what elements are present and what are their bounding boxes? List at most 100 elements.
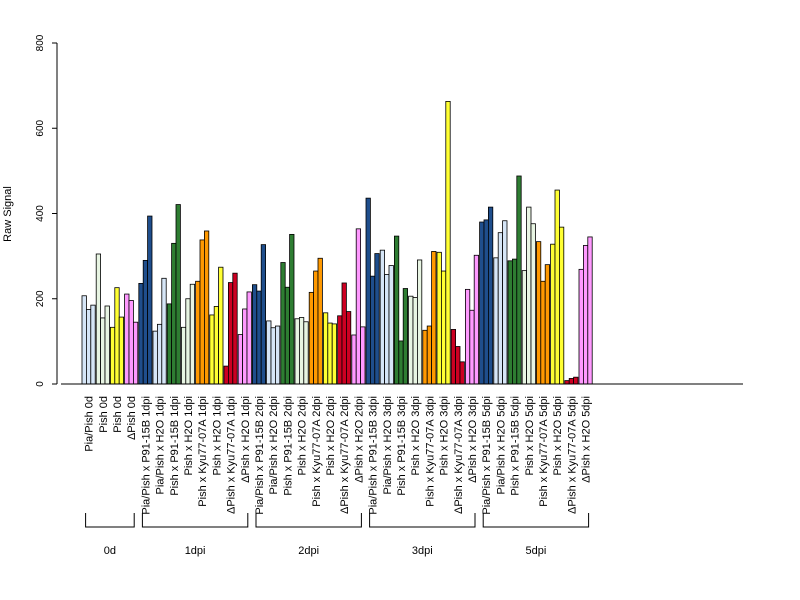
category-label: Pish x P91-15B 2dpi [282, 396, 294, 496]
bar [526, 206, 532, 385]
bar [516, 175, 522, 385]
category-label: Pish 0d [112, 396, 124, 433]
bar [393, 235, 400, 385]
bar [308, 291, 315, 385]
bar [180, 326, 187, 385]
bars [81, 101, 593, 385]
bar [232, 272, 238, 385]
category-label: Pish x H2O 2dpi [297, 396, 309, 475]
bar [369, 275, 376, 385]
category-label: Pia/Pish 0d [84, 396, 96, 452]
y-tick-label: 400 [35, 205, 46, 222]
bar [142, 259, 148, 385]
bar [313, 270, 319, 385]
bar [81, 295, 87, 385]
bar [303, 321, 309, 385]
bar [550, 243, 556, 385]
bar [431, 251, 437, 385]
category-label: Pish x P91-15B 5dpi [510, 396, 522, 496]
bar [166, 303, 172, 385]
bar [195, 280, 201, 385]
category-label: Pia/Pish x P91-15B 2dpi [254, 396, 266, 515]
bar [379, 249, 386, 385]
category-label: Pish x Kyu77-07A 3dpi [424, 396, 436, 507]
bar [218, 266, 224, 385]
bar [289, 233, 295, 385]
bar [284, 286, 291, 385]
bar [544, 264, 551, 385]
bar [171, 242, 177, 385]
bar [408, 295, 414, 385]
group-label: 3dpi [412, 545, 433, 557]
bar [132, 321, 139, 385]
category-label: ΔPish 0d [126, 396, 138, 440]
bar [583, 245, 589, 385]
bar [266, 320, 272, 385]
bar [331, 323, 338, 385]
bar [497, 232, 504, 385]
bar [90, 304, 96, 385]
y-axis-title: Raw Signal [2, 186, 14, 242]
bar [426, 325, 433, 385]
bar [440, 270, 447, 385]
bar [251, 284, 258, 385]
category-label: Pia/Pish x P91-15B 3dpi [368, 396, 380, 515]
category-label: ΔPish x Kyu77-07A 5dpi [566, 396, 578, 514]
bar [445, 101, 451, 385]
bar [559, 226, 565, 385]
bar [587, 236, 593, 385]
bar [422, 329, 428, 385]
category-label: Pish x H2O 2dpi [325, 396, 337, 475]
bar [365, 197, 371, 385]
bar [374, 253, 380, 385]
bar [436, 251, 442, 385]
bar [412, 297, 418, 385]
bar [345, 311, 352, 385]
bar [351, 334, 357, 385]
group-label: 2dpi [298, 545, 319, 557]
bar [487, 206, 494, 385]
bar [416, 259, 423, 385]
bar [256, 290, 262, 385]
group-brackets: 0d 1dpi 2dpi 3dpi 5dpi [85, 513, 590, 557]
bar [298, 317, 305, 385]
category-label: Pish x H2O 1dpi [183, 396, 195, 475]
bar [260, 244, 267, 385]
bar [464, 288, 471, 385]
category-label: ΔPish x Kyu77-07A 2dpi [339, 396, 351, 514]
category-label: Pia/Pish x H2O 2dpi [268, 396, 280, 494]
bar [175, 204, 181, 385]
bar [246, 291, 252, 385]
bar [573, 376, 579, 385]
bar [384, 274, 390, 385]
category-label: Pish x Kyu77-07A 2dpi [311, 396, 323, 507]
category-label: ΔPish x H2O 1dpi [240, 396, 252, 483]
bar [110, 326, 116, 385]
group-bracket [255, 513, 362, 528]
category-label: Pia/Pish x H2O 3dpi [382, 396, 394, 494]
y-tick-label: 800 [35, 34, 46, 51]
bar [341, 282, 347, 385]
group-label: 1dpi [185, 545, 206, 557]
group-bracket [482, 513, 590, 528]
bar [536, 241, 542, 385]
category-label: ΔPish x H2O 3dpi [467, 396, 479, 483]
bar [118, 316, 124, 385]
bar [337, 315, 343, 385]
category-label: Pia/Pish x P91-15B 5dpi [481, 396, 493, 515]
category-label: Pish x H2O 3dpi [410, 396, 422, 475]
bar [100, 317, 106, 385]
bar [185, 298, 191, 385]
bar [227, 282, 234, 385]
category-label: ΔPish x Kyu77-07A 3dpi [453, 396, 465, 514]
bar [530, 223, 536, 385]
category-label: Pish x P91-15B 3dpi [396, 396, 408, 496]
bar [355, 228, 362, 385]
category-label: ΔPish x Kyu77-07A 1dpi [226, 396, 238, 514]
category-label: Pish x P91-15B 1dpi [169, 396, 181, 496]
bar [469, 309, 475, 385]
category-label: Pia/Pish x P91-15B 1dpi [140, 396, 152, 515]
group-bracket [369, 513, 476, 528]
bar [455, 346, 461, 385]
